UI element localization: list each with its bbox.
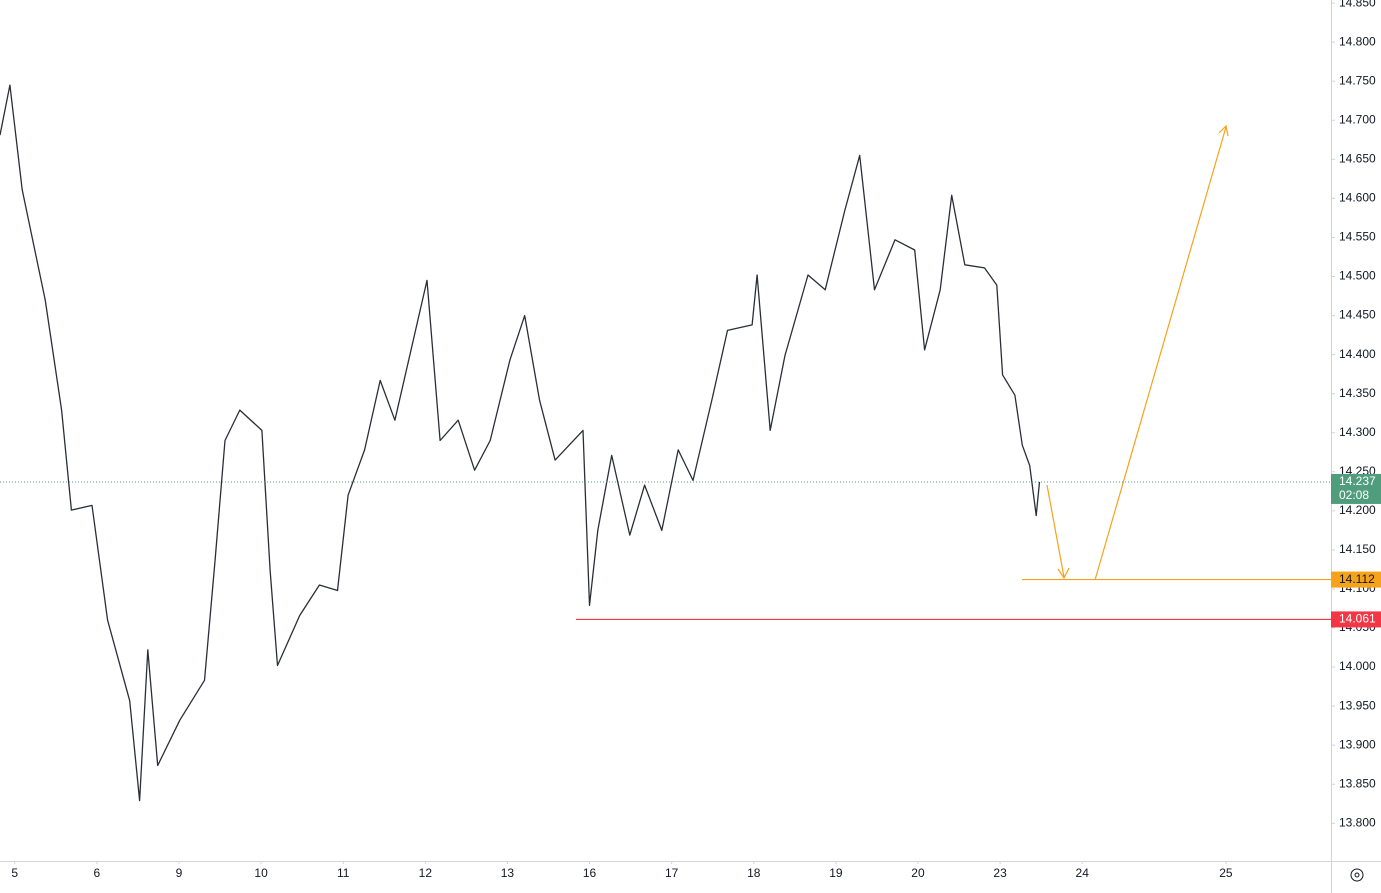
y-tick-label: 14.400 xyxy=(1339,347,1376,361)
last-price-box xyxy=(1331,473,1381,504)
x-tick-label: 13 xyxy=(501,866,515,880)
y-tick-label: 14.350 xyxy=(1339,386,1376,400)
icon-ring xyxy=(1350,868,1364,882)
y-tick-label: 14.450 xyxy=(1339,308,1376,322)
settings-icon[interactable] xyxy=(1350,868,1364,882)
y-tick-label: 14.800 xyxy=(1339,34,1376,48)
y-tick-label: 14.000 xyxy=(1339,659,1376,673)
x-tick-label: 25 xyxy=(1219,866,1233,880)
y-tick-label: 14.600 xyxy=(1339,191,1376,205)
y-tick-label: 13.800 xyxy=(1339,815,1376,829)
y-tick-label: 13.850 xyxy=(1339,776,1376,790)
x-tick-label: 17 xyxy=(665,866,679,880)
last-price-label: 14.237 xyxy=(1339,474,1376,488)
y-tick-label: 14.650 xyxy=(1339,152,1376,166)
x-tick-label: 18 xyxy=(747,866,761,880)
price-line xyxy=(0,84,1041,802)
y-tick-label: 14.200 xyxy=(1339,503,1376,517)
x-tick-label: 10 xyxy=(254,866,268,880)
arrows xyxy=(1046,124,1229,581)
y-tick-label: 13.900 xyxy=(1339,737,1376,751)
x-tick-label: 23 xyxy=(993,866,1007,880)
x-tick-label: 24 xyxy=(1076,866,1090,880)
x-tick-label: 5 xyxy=(11,866,18,880)
x-tick-label: 16 xyxy=(583,866,597,880)
arrow-head xyxy=(1218,124,1229,137)
x-tick-label: 12 xyxy=(419,866,433,880)
level-box xyxy=(1331,571,1381,588)
x-tick-label: 11 xyxy=(337,866,350,880)
y-tick-label: 14.150 xyxy=(1339,542,1376,556)
y-tick-label: 14.750 xyxy=(1339,73,1376,87)
level-label: 14.061 xyxy=(1339,612,1376,626)
arrow-up xyxy=(1094,126,1227,581)
level-label: 14.112 xyxy=(1339,572,1375,586)
y-tick-label: 14.300 xyxy=(1339,425,1376,439)
countdown-label: 02:08 xyxy=(1339,488,1369,502)
y-tick-label: 14.550 xyxy=(1339,230,1376,244)
arrow-down xyxy=(1046,484,1065,578)
icon-dot xyxy=(1354,872,1360,878)
y-tick-label: 14.500 xyxy=(1339,269,1376,283)
arrow-head xyxy=(1057,567,1070,580)
x-tick-label: 9 xyxy=(176,866,183,880)
y-tick-label: 14.850 xyxy=(1339,0,1376,9)
y-tick-label: 14.700 xyxy=(1339,112,1376,126)
x-tick-label: 19 xyxy=(829,866,843,880)
x-tick-label: 20 xyxy=(911,866,925,880)
x-tick-label: 6 xyxy=(94,866,101,880)
level-box xyxy=(1331,611,1381,628)
y-tick-label: 13.950 xyxy=(1339,698,1376,712)
